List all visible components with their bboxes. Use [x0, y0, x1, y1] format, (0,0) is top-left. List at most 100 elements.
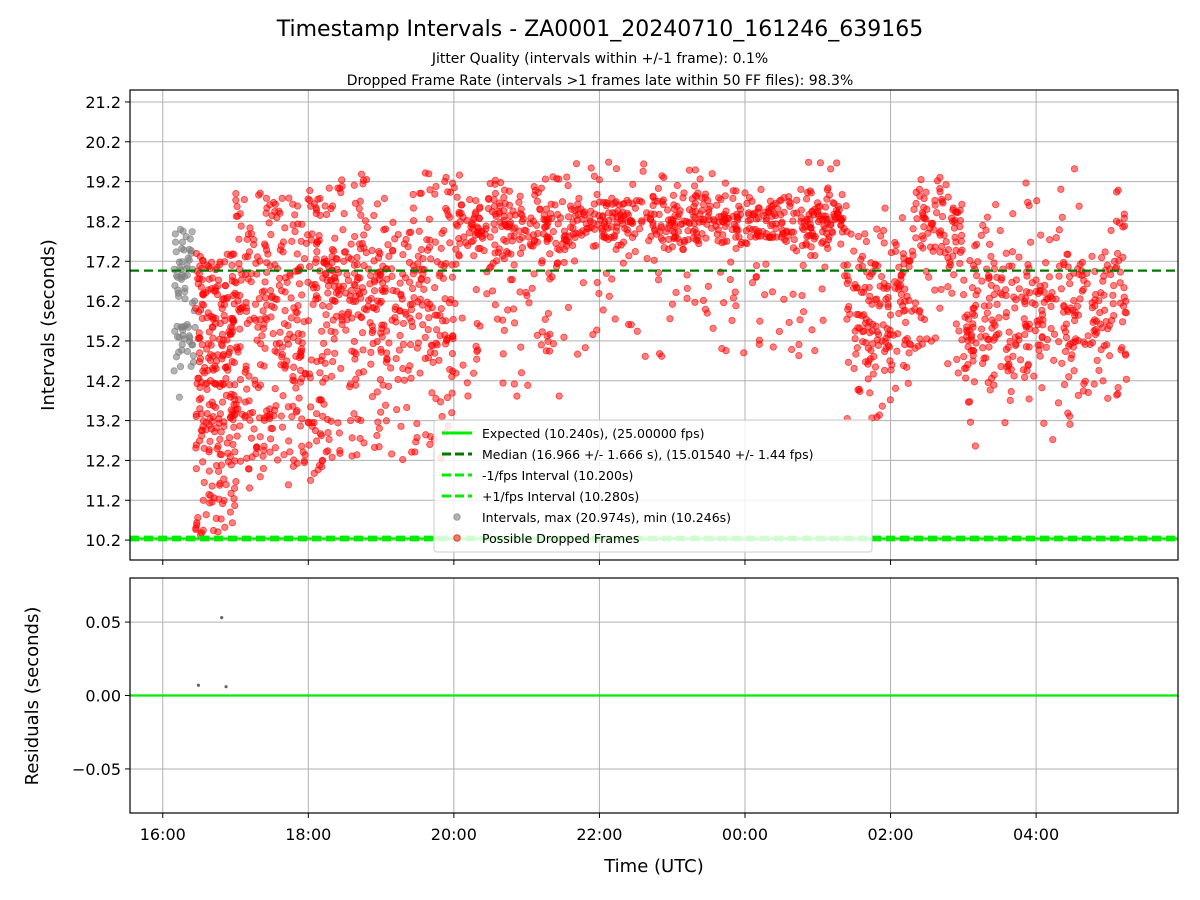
- dropped-frame-point: [320, 339, 328, 348]
- dropped-frame-point: [278, 423, 287, 431]
- dropped-frame-point: [222, 481, 230, 489]
- x-tick-label: 20:00: [431, 825, 477, 844]
- dropped-frame-point: [500, 212, 508, 220]
- dropped-frame-point: [222, 391, 230, 400]
- dropped-frame-point: [448, 350, 457, 358]
- dropped-frame-point: [258, 332, 266, 340]
- dropped-frame-point: [578, 215, 586, 223]
- dropped-frame-point: [516, 288, 524, 296]
- dropped-frame-point: [216, 410, 224, 418]
- interval-point: [178, 258, 186, 266]
- dropped-frame-point: [823, 218, 832, 227]
- dropped-frame-point: [998, 274, 1006, 282]
- dropped-frame-point: [298, 330, 306, 338]
- dropped-frame-point: [335, 282, 343, 291]
- dropped-frame-point: [374, 418, 382, 426]
- dropped-frame-point: [509, 305, 518, 313]
- dropped-frame-point: [342, 326, 350, 334]
- top-y-tick-label: 15.2: [85, 332, 121, 351]
- dropped-frame-point: [1120, 284, 1128, 292]
- dropped-frame-point: [918, 340, 926, 348]
- dropped-frame-point: [969, 357, 977, 365]
- dropped-frame-point: [230, 484, 239, 492]
- dropped-frame-point: [216, 481, 224, 489]
- top-y-tick-label: 11.2: [85, 491, 121, 510]
- dropped-frame-point: [370, 211, 378, 220]
- dropped-frame-point: [1109, 300, 1117, 308]
- dropped-frame-point: [272, 340, 280, 348]
- dropped-frame-point: [360, 439, 368, 447]
- dropped-frame-point: [382, 327, 391, 335]
- dropped-frame-point: [796, 316, 804, 324]
- dropped-frame-point: [244, 252, 252, 261]
- dropped-frame-point: [444, 211, 452, 219]
- dropped-frame-point: [236, 375, 244, 384]
- dropped-frame-point: [1069, 343, 1078, 351]
- dropped-frame-point: [932, 209, 941, 217]
- dropped-frame-point: [891, 278, 899, 286]
- dropped-frame-point: [663, 206, 672, 214]
- dropped-frame-point: [259, 452, 267, 460]
- dropped-frame-point: [720, 299, 728, 307]
- dropped-frame-point: [639, 167, 647, 175]
- legend-label-median: Median (16.966 +/- 1.666 s), (15.01540 +…: [482, 447, 813, 462]
- dropped-frame-point: [1099, 377, 1107, 385]
- dropped-frame-point: [322, 260, 330, 268]
- dropped-frame-point: [628, 233, 637, 242]
- legend-marker-dropped: [453, 534, 461, 542]
- dropped-frame-point: [847, 230, 855, 238]
- dropped-frame-point: [350, 261, 358, 269]
- dropped-frame-point: [982, 332, 990, 340]
- dropped-frame-point: [331, 277, 340, 285]
- dropped-frame-point: [936, 248, 944, 256]
- dropped-frame-point: [807, 251, 815, 260]
- dropped-frame-point: [232, 291, 240, 299]
- dropped-frame-point: [690, 182, 699, 190]
- dropped-frame-point: [205, 275, 213, 283]
- bottom-plot-points: [196, 616, 228, 689]
- dropped-frame-point: [318, 463, 326, 471]
- dropped-frame-point: [990, 291, 998, 299]
- dropped-frame-point: [881, 338, 889, 346]
- dropped-frame-point: [281, 224, 289, 232]
- interval-point: [181, 288, 189, 296]
- dropped-frame-point: [619, 238, 628, 246]
- dropped-frame-point: [1048, 295, 1056, 303]
- dropped-frame-point: [709, 324, 717, 332]
- dropped-frame-point: [873, 295, 881, 303]
- dropped-frame-point: [862, 237, 870, 246]
- dropped-frame-point: [380, 194, 389, 203]
- dropped-frame-point: [229, 440, 237, 449]
- dropped-frame-point: [818, 285, 826, 293]
- dropped-frame-point: [441, 340, 450, 348]
- dropped-frame-point: [362, 175, 371, 184]
- dropped-frame-point: [563, 237, 571, 245]
- dropped-frame-point: [1042, 259, 1050, 267]
- dropped-frame-point: [876, 300, 884, 308]
- interval-point: [171, 230, 179, 238]
- dropped-frame-point: [245, 484, 254, 492]
- dropped-frame-point: [261, 344, 269, 352]
- dropped-frame-point: [816, 159, 825, 167]
- dropped-frame-point: [404, 366, 412, 374]
- dropped-frame-point: [280, 451, 288, 459]
- dropped-frame-point: [310, 200, 318, 208]
- dropped-frame-point: [657, 223, 665, 232]
- dropped-frame-point: [1060, 324, 1068, 332]
- top-y-tick-label: 19.2: [85, 173, 121, 192]
- dropped-frame-point: [844, 358, 853, 366]
- dropped-frame-point: [238, 410, 246, 418]
- dropped-frame-point: [746, 216, 754, 224]
- dropped-frame-point: [380, 321, 388, 329]
- dropped-frame-point: [1008, 278, 1016, 287]
- dropped-frame-point: [1109, 291, 1117, 299]
- interval-point: [183, 320, 191, 329]
- dropped-frame-point: [1022, 343, 1030, 351]
- dropped-frame-point: [974, 287, 982, 295]
- dropped-frame-point: [1060, 258, 1068, 267]
- dropped-frame-point: [789, 290, 797, 298]
- dropped-frame-point: [316, 430, 325, 438]
- dropped-frame-point: [761, 291, 769, 299]
- top-y-tick-label: 17.2: [85, 252, 121, 271]
- dropped-frame-point: [248, 408, 257, 417]
